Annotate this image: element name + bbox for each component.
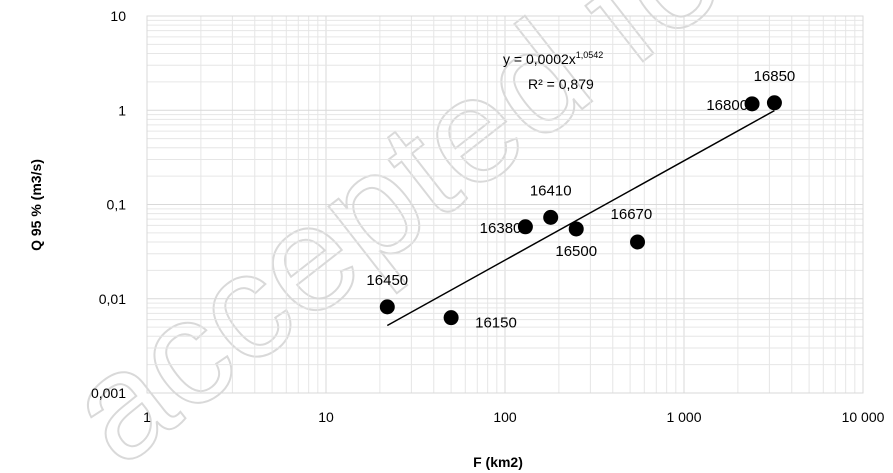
plot-area-border xyxy=(146,15,864,394)
data-point xyxy=(443,310,459,326)
y-tick-label: 1 xyxy=(118,102,126,118)
data-label: 16670 xyxy=(611,206,653,223)
y-tick-label: 0,1 xyxy=(107,197,127,213)
trendline-group xyxy=(386,109,775,327)
data-points xyxy=(379,95,782,326)
x-axis-title: F (km2) xyxy=(473,454,523,470)
data-label: 16800 xyxy=(706,97,748,114)
x-tick-label: 1 xyxy=(143,409,151,425)
data-label: 16500 xyxy=(555,243,597,260)
data-label: 16450 xyxy=(366,272,408,289)
y-tick-label: 0,001 xyxy=(91,385,126,401)
y-axis-tick-labels: 0,001 0,01 0,1 1 10 xyxy=(91,8,126,401)
x-tick-label: 10 000 xyxy=(842,409,885,425)
x-tick-label: 1 000 xyxy=(666,409,701,425)
trendline xyxy=(386,109,775,327)
data-point xyxy=(744,96,760,112)
x-axis-tick-labels: 1 10 100 1 000 10 000 xyxy=(143,409,885,425)
data-label: 16850 xyxy=(754,68,796,85)
y-axis-title: Q 95 % (m3/s) xyxy=(28,159,44,251)
trendline-equation-base: y = 0,0002x xyxy=(503,51,576,67)
trendline-r2: R² = 0,879 xyxy=(528,76,594,92)
x-tick-label: 10 xyxy=(318,409,334,425)
data-labels: 16450 16150 16380 16410 16500 16670 16800 16850 xyxy=(366,68,795,332)
data-label: 16410 xyxy=(530,182,572,199)
data-point xyxy=(543,209,559,225)
data-point xyxy=(766,95,782,111)
watermark: accepted fo xyxy=(36,0,751,473)
x-tick-label: 100 xyxy=(493,409,517,425)
data-point xyxy=(517,219,533,235)
grid xyxy=(146,16,863,394)
trendline-equation-exponent: 1,0542 xyxy=(576,50,604,60)
data-label: 16380 xyxy=(480,220,522,237)
data-point xyxy=(568,221,584,237)
y-tick-label: 0,01 xyxy=(99,291,126,307)
y-tick-label: 10 xyxy=(110,8,126,24)
data-label: 16150 xyxy=(475,315,517,332)
trendline-equation: y = 0,0002x1,0542 xyxy=(503,50,603,67)
data-point xyxy=(379,299,395,315)
data-point xyxy=(630,234,646,250)
